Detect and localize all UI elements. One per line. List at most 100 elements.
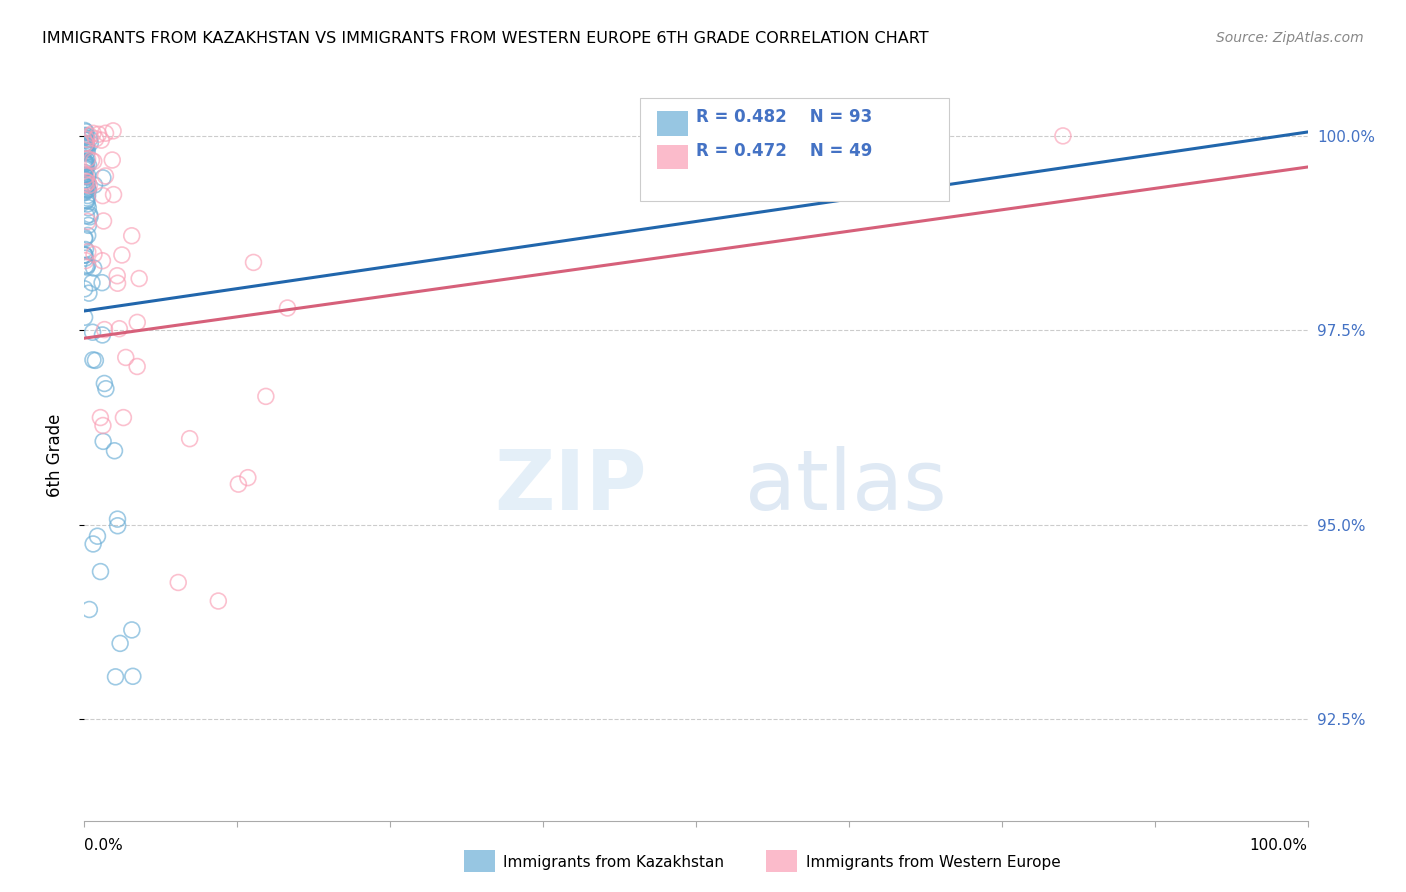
Point (79, 602, 101, 616)
Point (80, 153, 103, 168)
Point (75, 179, 97, 194)
Text: Source: ZipAtlas.com: Source: ZipAtlas.com (1216, 31, 1364, 45)
Point (91, 418, 114, 433)
Point (103, 187, 125, 202)
Point (77, 178, 100, 193)
Point (76, 197, 98, 211)
Text: Immigrants from Western Europe: Immigrants from Western Europe (806, 855, 1060, 870)
Point (79, 208, 101, 222)
Point (73, 165, 96, 179)
Point (84, 353, 107, 368)
Point (167, 575, 190, 590)
Point (75, 182, 97, 196)
Point (77, 158, 100, 172)
Point (107, 518, 129, 533)
Point (207, 594, 229, 608)
Point (103, 443, 125, 458)
Text: R = 0.472    N = 49: R = 0.472 N = 49 (696, 142, 872, 160)
Point (75, 136, 97, 151)
Point (73, 133, 96, 147)
Point (107, 277, 129, 291)
Point (75, 156, 97, 170)
Point (75, 253, 97, 268)
Y-axis label: 6th Grade: 6th Grade (45, 413, 63, 497)
Point (73, 310, 96, 325)
Point (128, 271, 150, 285)
Point (76, 152, 98, 166)
Point (73, 178, 96, 192)
Point (75, 125, 97, 139)
Point (101, 153, 124, 167)
Point (114, 351, 136, 365)
Point (77, 183, 100, 197)
Point (75, 128, 97, 143)
Point (75, 174, 97, 188)
Point (73, 184, 96, 198)
Point (121, 669, 143, 683)
Text: R = 0.482    N = 93: R = 0.482 N = 93 (696, 108, 872, 126)
Point (108, 322, 131, 336)
Point (94, 382, 117, 396)
Point (75, 155, 97, 169)
Point (93, 376, 115, 391)
Point (73, 162, 96, 177)
Point (83, 154, 105, 169)
Point (80, 276, 103, 290)
Point (73, 130, 96, 145)
Point (91, 253, 114, 268)
Point (91, 170, 114, 185)
Point (82, 352, 104, 367)
Point (105, 268, 128, 283)
Point (73, 168, 96, 182)
Point (76, 177, 98, 191)
Point (84, 132, 107, 146)
Point (75, 243, 97, 257)
Point (83, 247, 105, 261)
Point (75, 169, 97, 183)
Point (73, 143, 96, 157)
Point (73, 141, 96, 155)
Text: Immigrants from Kazakhstan: Immigrants from Kazakhstan (503, 855, 724, 870)
Point (1052, 128, 1074, 143)
Point (75, 183, 97, 197)
Point (79, 132, 101, 146)
Point (73, 248, 96, 262)
Point (76, 132, 98, 146)
Point (73, 131, 96, 145)
Point (254, 389, 277, 403)
Point (73, 186, 96, 200)
Point (73, 140, 96, 154)
Point (76, 228, 98, 243)
Point (89, 565, 111, 579)
Point (79, 210, 101, 224)
Point (73, 169, 96, 184)
Point (77, 286, 100, 301)
Point (77, 201, 100, 215)
Point (73, 136, 96, 151)
Point (76, 141, 98, 155)
Point (79, 128, 101, 143)
Point (87, 127, 110, 141)
Point (75, 259, 97, 273)
Point (76, 194, 98, 208)
Point (93, 323, 115, 337)
Point (91, 188, 114, 202)
Point (73, 248, 96, 262)
Point (75, 139, 97, 153)
Point (228, 477, 250, 491)
Point (121, 623, 143, 637)
Point (76, 175, 98, 189)
Point (77, 183, 100, 197)
Point (236, 470, 259, 484)
Point (76, 214, 98, 228)
Point (94, 126, 117, 140)
Point (73, 232, 96, 246)
Point (76, 244, 98, 259)
Point (90, 133, 112, 147)
Point (75, 128, 97, 143)
Point (276, 301, 298, 315)
Point (73, 230, 96, 244)
Point (73, 248, 96, 262)
Point (75, 178, 97, 192)
Text: atlas: atlas (745, 445, 946, 526)
